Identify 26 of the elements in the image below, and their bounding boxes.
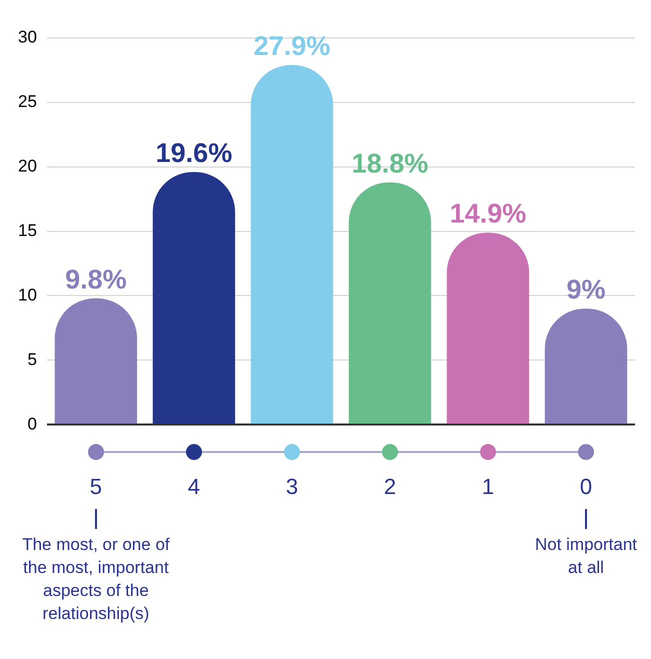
x-tick-label: 3: [286, 474, 298, 499]
y-tick-label: 20: [18, 156, 37, 176]
bar: [446, 232, 530, 424]
text: The most, or one of the most, important aspects of the relationship(s): [22, 534, 170, 623]
x-tick-label: 5: [90, 474, 102, 499]
y-tick-label: 15: [18, 220, 37, 240]
y-tick-label: 0: [27, 414, 37, 434]
bar: [348, 182, 432, 424]
data-label: 9%: [566, 274, 606, 305]
y-tick-label: 10: [18, 285, 37, 304]
y-tick-label: 25: [18, 92, 37, 112]
y-tick-label: 30: [18, 28, 37, 47]
bar: [152, 172, 236, 424]
x-tick-label: 4: [188, 474, 200, 499]
x-tick-label: 0: [580, 474, 592, 499]
text: Not important at all: [534, 534, 638, 577]
bar: [250, 65, 334, 424]
data-label: 14.9%: [450, 198, 526, 229]
y-tick-label: 5: [27, 350, 37, 369]
data-label: 27.9%: [254, 31, 330, 62]
data-label: 19.6%: [156, 138, 232, 168]
data-label: 18.8%: [352, 148, 428, 178]
data-label: 9.8%: [65, 264, 127, 294]
x-tick-label: 1: [482, 474, 494, 499]
bar: [54, 298, 138, 424]
x-tick-label: 2: [384, 474, 396, 499]
